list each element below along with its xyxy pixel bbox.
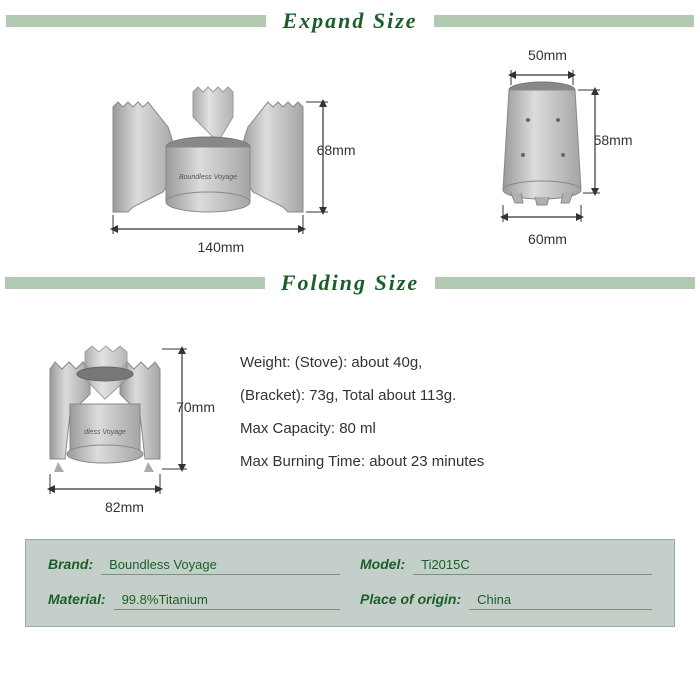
header-bar-left	[6, 15, 266, 27]
info-brand-label: Brand:	[48, 556, 93, 572]
info-table: Brand: Boundless Voyage Model: Ti2015C M…	[25, 539, 675, 627]
folding-title: Folding Size	[275, 270, 425, 296]
folding-bar-left	[5, 277, 265, 289]
folding-bar-right	[435, 277, 695, 289]
info-brand-cell: Brand: Boundless Voyage	[48, 556, 340, 575]
stove-expand-diagram: Boundless Voyage 68mm 140mm	[98, 57, 338, 247]
info-material-value: 99.8%Titanium	[114, 592, 340, 610]
stove-folded-diagram: dless Voyage 70mm 82mm	[30, 314, 210, 509]
info-model-cell: Model: Ti2015C	[360, 556, 652, 575]
folded-width-label: 82mm	[105, 499, 144, 515]
spec-bracket: (Bracket): 73g, Total about 113g.	[240, 379, 484, 412]
folded-brand-text: dless Voyage	[84, 429, 126, 436]
stove-width-label: 140mm	[198, 239, 245, 255]
info-model-label: Model:	[360, 556, 405, 572]
cup-diagram: 50mm	[493, 47, 603, 247]
info-material-cell: Material: 99.8%Titanium	[48, 591, 340, 610]
folding-section: dless Voyage 70mm 82mm Weight: (Stove): …	[0, 304, 700, 529]
expand-section: Boundless Voyage 68mm 140mm 50mm	[0, 42, 700, 262]
stove-height-label: 68mm	[317, 142, 356, 158]
cup-svg	[473, 65, 623, 235]
stove-brand-text: Boundless Voyage	[178, 174, 236, 181]
spec-weight: Weight: (Stove): about 40g,	[240, 346, 484, 379]
info-origin-cell: Place of origin: China	[360, 591, 652, 610]
cup-top-label: 50mm	[528, 47, 567, 63]
stove-expand-svg: Boundless Voyage	[78, 57, 358, 247]
info-origin-label: Place of origin:	[360, 591, 461, 607]
header-bar-right	[434, 15, 694, 27]
expand-header: Expand Size	[0, 0, 700, 42]
expand-title: Expand Size	[276, 8, 423, 34]
spec-list: Weight: (Stove): about 40g, (Bracket): 7…	[240, 346, 484, 478]
spec-capacity: Max Capacity: 80 ml	[240, 412, 484, 445]
cup-bottom-label: 60mm	[528, 231, 567, 247]
info-model-value: Ti2015C	[413, 557, 652, 575]
folded-height-label: 70mm	[176, 399, 215, 415]
cup-height-label: 58mm	[594, 132, 633, 148]
info-brand-value: Boundless Voyage	[101, 557, 340, 575]
spec-burning: Max Burning Time: about 23 minutes	[240, 445, 484, 478]
info-origin-value: China	[469, 592, 652, 610]
info-material-label: Material:	[48, 591, 106, 607]
folding-header: Folding Size	[0, 262, 700, 304]
